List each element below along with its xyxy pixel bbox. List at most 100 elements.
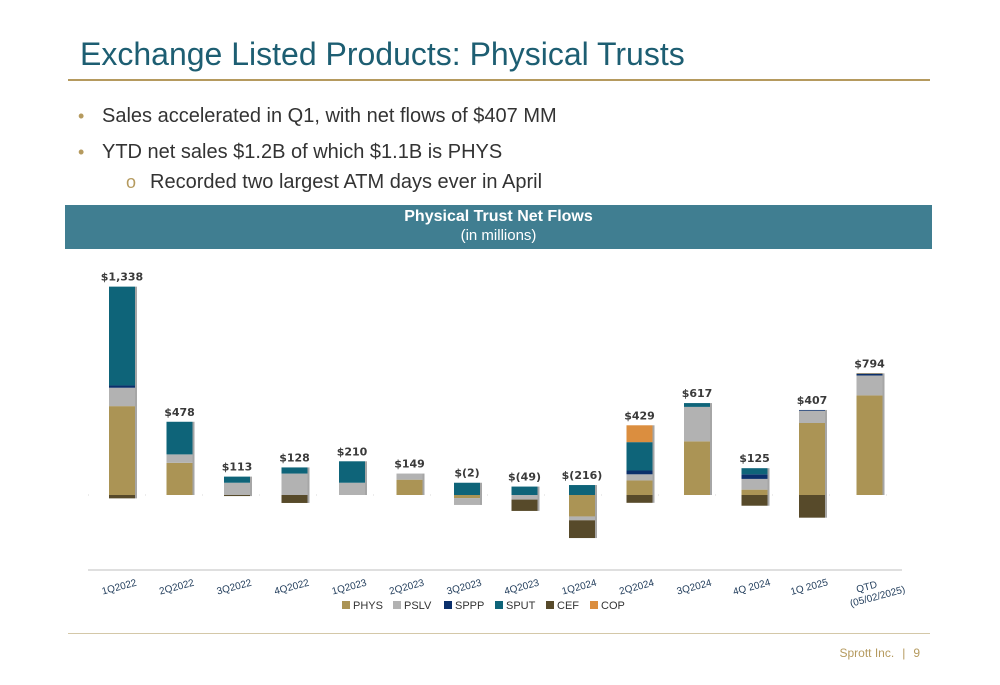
bar-segment-sput — [741, 468, 768, 475]
data-label: $1,338 — [101, 271, 143, 284]
legend-swatch-sppp — [444, 601, 452, 609]
x-tick-label: 2Q2024 — [618, 578, 656, 598]
data-label: $(216) — [562, 469, 603, 482]
legend-label-pslv: PSLV — [404, 600, 432, 612]
data-label: $478 — [164, 406, 195, 419]
legend-swatch-cef — [546, 601, 554, 609]
legend-swatch-pslv — [393, 601, 401, 609]
x-tick-label: 3Q2023 — [446, 578, 484, 598]
data-label: $429 — [624, 409, 655, 422]
bar-segment-sppp — [626, 470, 653, 475]
page-number: 9 — [913, 646, 920, 660]
bullet-text: Sales accelerated in Q1, with net flows … — [102, 105, 557, 127]
sub-bullet-marker: o — [126, 172, 137, 192]
bullet-text: YTD net sales $1.2B of which $1.1B is PH… — [102, 141, 503, 163]
bar-segment-sppp — [741, 474, 768, 479]
bar-shadow — [422, 473, 425, 495]
bar-segment-sput — [224, 476, 250, 483]
bar-segment-phys — [166, 462, 193, 495]
chart-subtitle: (in millions) — [460, 227, 537, 244]
chart-title: Physical Trust Net Flows — [404, 208, 593, 225]
bar-shadow — [135, 286, 137, 499]
bar-segment-cop — [626, 425, 653, 443]
bullet-list: • Sales accelerated in Q1, with net flow… — [78, 102, 938, 196]
data-label: $149 — [394, 458, 425, 471]
x-tick-label: 4Q 2024 — [732, 577, 772, 598]
legend-label-cef: CEF — [557, 600, 579, 612]
title-rule — [68, 79, 930, 81]
x-tick-label: 1Q2022 — [101, 578, 139, 598]
bar-shadow — [365, 461, 367, 495]
bar-segment-pslv — [224, 482, 250, 495]
legend-label-sput: SPUT — [506, 600, 536, 612]
x-tick-label-line: QTD — [855, 580, 878, 596]
bar-shadow — [825, 409, 827, 518]
bar-segment-sput — [109, 286, 135, 386]
bar-segment-cef — [741, 495, 768, 506]
x-tick-label: 3Q2022 — [216, 578, 254, 598]
sub-bullet-item: o Recorded two largest ATM days ever in … — [78, 168, 938, 196]
bar-segment-pslv — [856, 375, 883, 396]
bar-shadow — [595, 485, 597, 539]
bar-segment-cef — [856, 373, 883, 374]
legend-swatch-phys — [342, 601, 350, 609]
x-tick-label: 2Q2023 — [388, 578, 426, 598]
bar-segment-pslv — [684, 406, 710, 442]
bar-segment-phys — [396, 479, 423, 495]
bar-segment-pslv — [626, 474, 653, 481]
bullet-item: • YTD net sales $1.2B of which $1.1B is … — [78, 138, 938, 174]
bar-segment-cef — [626, 495, 653, 503]
x-tick-label: 3Q2024 — [676, 578, 714, 598]
bar-segment-pslv — [569, 516, 595, 521]
bar-segment-cef — [511, 499, 538, 511]
bar-segment-pslv — [281, 473, 308, 495]
sub-bullet-text: Recorded two largest ATM days ever in Ap… — [150, 171, 543, 193]
bar-segment-cef — [224, 495, 250, 497]
bar-shadow — [307, 467, 310, 503]
x-tick-label: 1Q 2025 — [789, 577, 829, 598]
bar-segment-phys — [684, 441, 710, 495]
footer-separator: | — [902, 646, 906, 660]
page-title: Exchange Listed Products: Physical Trust… — [80, 36, 685, 72]
bar-segment-sput — [626, 442, 653, 471]
bar-segment-phys — [626, 480, 653, 495]
data-label: $128 — [279, 451, 310, 464]
data-label: $617 — [682, 387, 713, 400]
bar-segment-sput — [454, 482, 480, 495]
x-tick-label: 2Q2022 — [158, 578, 196, 598]
bar-segment-phys — [109, 406, 135, 495]
footer-company: Sprott Inc. — [839, 646, 895, 660]
data-label: $113 — [222, 461, 253, 474]
bar-segment-sppp — [856, 373, 883, 376]
legend-swatch-sput — [495, 601, 503, 609]
bar-segment-cef — [281, 495, 308, 503]
footer: Sprott Inc. | 9 — [839, 646, 920, 660]
bar-shadow — [192, 421, 195, 495]
bar-segment-phys — [569, 495, 595, 517]
bar-segment-sput — [281, 467, 308, 474]
bar-shadow — [767, 468, 770, 506]
bar-segment-pslv — [799, 410, 825, 423]
footer-rule — [68, 633, 930, 634]
bar-segment-pslv — [166, 454, 193, 463]
bar-segment-pslv — [741, 478, 768, 490]
bar-segment-phys — [799, 422, 825, 495]
chart-header: Physical Trust Net Flows (in millions) — [65, 205, 932, 249]
bar-segment-pslv — [511, 495, 538, 500]
bar-segment-pslv — [396, 473, 423, 480]
x-tick-label: 4Q2023 — [503, 578, 541, 598]
bar-segment-pslv — [454, 498, 480, 505]
data-label: $(49) — [508, 471, 541, 484]
bar-shadow — [537, 486, 540, 511]
bar-segment-cef — [109, 495, 135, 499]
bar-segment-pslv — [109, 387, 135, 407]
legend-swatch-cop — [590, 601, 598, 609]
bullet-marker: • — [78, 142, 85, 162]
x-tick-label: QTD(05/02/2025) — [846, 573, 907, 610]
data-label: $(2) — [454, 467, 479, 480]
data-label: $794 — [854, 357, 885, 370]
bar-segment-sppp — [109, 385, 135, 388]
legend-label-phys: PHYS — [353, 600, 383, 612]
bar-shadow — [710, 403, 712, 495]
bar-shadow — [882, 373, 885, 495]
